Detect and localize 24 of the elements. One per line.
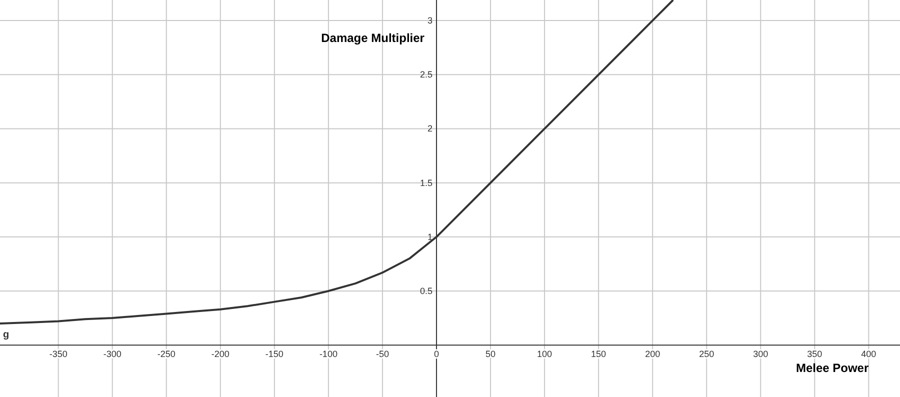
x-axis-title: Melee Power — [796, 361, 869, 376]
x-tick-label: 300 — [753, 349, 768, 360]
x-tick-label: 400 — [861, 349, 876, 360]
y-tick-label: 1.5 — [420, 178, 432, 188]
x-tick-label: -350 — [49, 349, 68, 360]
x-tick-label: 100 — [537, 349, 552, 360]
y-axis-title: Damage Multiplier — [321, 31, 425, 45]
x-tick-label: 350 — [807, 349, 822, 360]
x-tick-label: -50 — [376, 349, 389, 360]
y-tick-label: 3 — [427, 16, 432, 26]
x-tick-label: -150 — [265, 349, 284, 360]
y-tick-label: 1 — [427, 232, 432, 242]
x-tick-label: -100 — [319, 349, 338, 360]
x-tick-label: -250 — [157, 349, 176, 360]
y-tick-label: 2.5 — [420, 70, 432, 80]
x-tick-label: 50 — [486, 349, 496, 360]
series-label: g — [3, 329, 10, 340]
x-tick-label: -300 — [103, 349, 122, 360]
x-tick-label: -200 — [211, 349, 230, 360]
y-tick-label: 0.5 — [420, 286, 432, 296]
x-tick-label: 150 — [591, 349, 606, 360]
x-tick-label: 200 — [645, 349, 660, 360]
y-tick-label: 2 — [427, 124, 432, 134]
x-tick-label: 250 — [699, 349, 714, 360]
